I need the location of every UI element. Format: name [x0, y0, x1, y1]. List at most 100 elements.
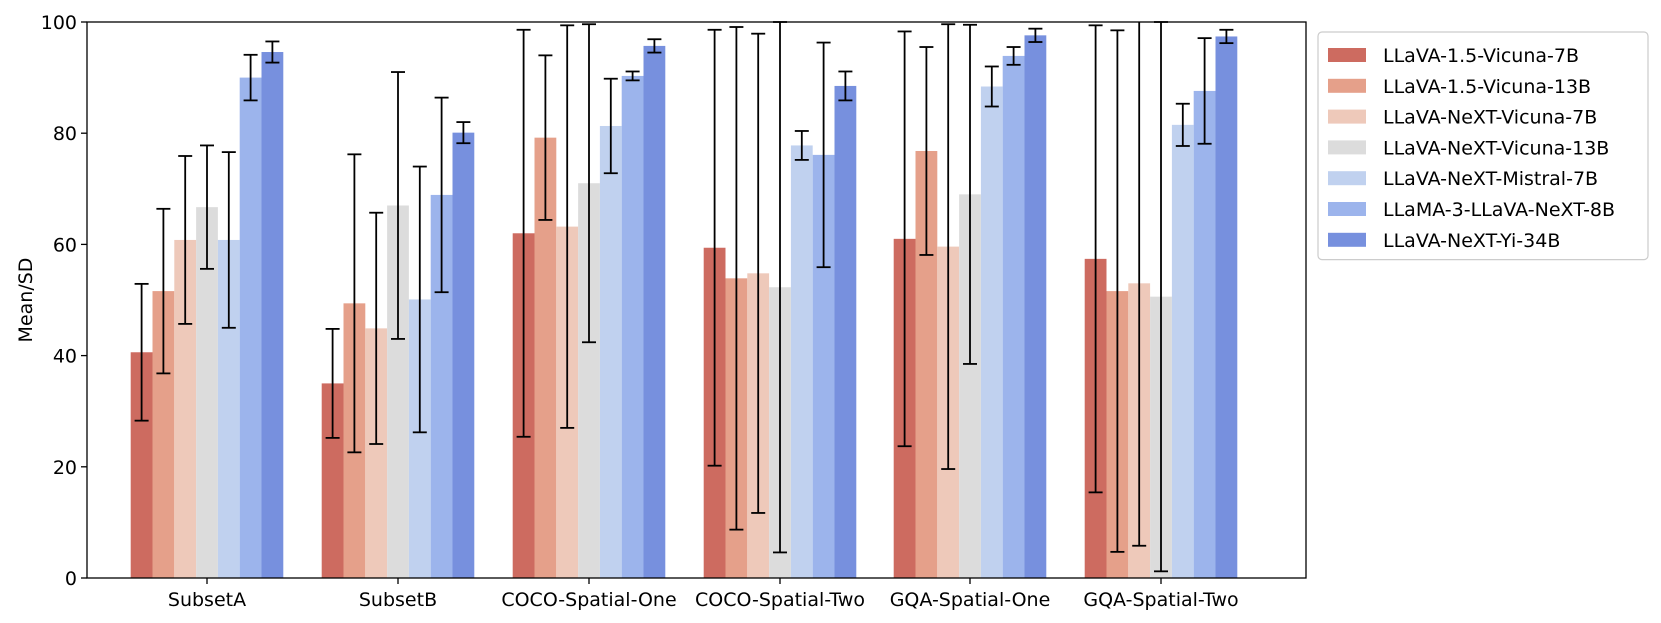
y-axis: 0 20 40 60 80 100 — [41, 12, 87, 590]
legend-swatch-4 — [1328, 171, 1366, 186]
bar-6-3 — [834, 85, 857, 578]
legend-label-3: LLaVA-NeXT-Vicuna-13B — [1383, 137, 1609, 159]
error-bar-2-5 — [1132, 22, 1147, 547]
y-tick-label-5: 100 — [41, 12, 77, 34]
x-tick-label-0: SubsetA — [168, 589, 246, 611]
bar-5-5 — [1193, 90, 1216, 578]
bar-3-0 — [196, 207, 218, 578]
error-bar-3-4 — [963, 23, 977, 365]
error-bar-3-0 — [200, 144, 214, 270]
legend-label-1: LLaVA-1.5-Vicuna-13B — [1383, 76, 1591, 98]
error-bar-2-0 — [178, 155, 193, 325]
error-bar-3-1 — [391, 71, 405, 340]
bar-1-2 — [534, 137, 557, 578]
y-tick-label-3: 60 — [53, 234, 77, 256]
bar-4-1 — [408, 299, 431, 578]
bar-0-1 — [321, 383, 344, 578]
error-bar-5-3 — [816, 41, 831, 269]
bar-4-4 — [980, 86, 1003, 578]
bar-4-5 — [1171, 124, 1194, 579]
x-tick-label-4: GQA-Spatial-One — [890, 589, 1051, 611]
y-axis-label: Mean/SD — [15, 258, 37, 343]
error-bar-4-0 — [221, 151, 236, 329]
legend-swatch-0 — [1328, 48, 1366, 62]
plot-frame — [86, 21, 1307, 579]
legend-swatch-6 — [1328, 232, 1366, 247]
y-tick-label-0: 0 — [65, 568, 77, 590]
error-bar-0-0 — [134, 282, 149, 422]
error-bar-5-1 — [434, 96, 449, 294]
error-bar-1-0 — [156, 207, 171, 375]
x-tick-label-3: COCO-Spatial-Two — [695, 589, 865, 611]
bar-4-3 — [790, 145, 813, 578]
error-bar-1-5 — [1110, 29, 1125, 553]
bar-5-1 — [430, 194, 453, 579]
legend-swatch-5 — [1328, 202, 1366, 216]
bar-6-2 — [643, 45, 666, 579]
error-bar-4-4 — [984, 65, 999, 108]
bar-6-1 — [452, 132, 475, 578]
error-bar-0-3 — [707, 28, 722, 467]
error-bar-1-1 — [347, 153, 362, 454]
error-bar-1-3 — [729, 26, 744, 531]
error-bar-6-4 — [1028, 27, 1043, 43]
error-bar-1-2 — [538, 54, 553, 221]
error-bar-2-4 — [941, 23, 956, 470]
bar-5-3 — [812, 154, 835, 578]
x-axis: SubsetA SubsetB COCO-Spatial-One COCO-Spati… — [168, 578, 1239, 611]
error-bar-1-4 — [919, 46, 934, 256]
bar-5-2 — [621, 75, 644, 579]
error-bar-5-2 — [625, 70, 640, 82]
error-bar-4-1 — [412, 165, 427, 434]
error-bar-0-1 — [325, 328, 340, 439]
legend-swatch-2 — [1328, 109, 1366, 124]
legend-label-4: LLaVA-NeXT-Mistral-7B — [1383, 168, 1598, 190]
x-tick-label-5: GQA-Spatial-Two — [1083, 589, 1238, 611]
error-bar-4-3 — [794, 130, 809, 161]
error-bar-6-1 — [456, 121, 471, 145]
bar-6-4 — [1024, 35, 1047, 578]
error-bar-5-0 — [243, 53, 258, 102]
bar-3-2 — [578, 183, 600, 579]
bar-3-4 — [959, 194, 981, 579]
bars-layer — [130, 35, 1238, 579]
error-bar-4-2 — [603, 77, 618, 175]
legend-swatch-1 — [1328, 78, 1366, 93]
error-bar-0-4 — [897, 30, 912, 448]
error-bar-6-2 — [647, 38, 662, 54]
bar-2-1 — [365, 328, 388, 578]
bar-1-4 — [915, 150, 938, 579]
error-bar-0-5 — [1088, 24, 1103, 494]
error-bar-2-2 — [560, 24, 575, 429]
bar-3-1 — [387, 205, 409, 579]
y-tick-label-4: 80 — [53, 123, 77, 145]
error-bar-0-2 — [516, 28, 531, 438]
legend: LLaVA-1.5-Vicuna-7B LLaVA-1.5-Vicuna-13B L… — [1317, 31, 1649, 261]
bar-6-0 — [261, 52, 284, 578]
error-bar-2-3 — [751, 32, 766, 514]
error-bar-6-3 — [838, 70, 853, 102]
bar-0-0 — [130, 352, 153, 578]
error-bar-4-5 — [1175, 102, 1190, 147]
error-bar-2-1 — [369, 211, 384, 445]
error-bar-6-0 — [265, 40, 280, 64]
bar-1-0 — [152, 291, 175, 578]
legend-label-5: LLaMA-3-LLaVA-NeXT-8B — [1383, 199, 1615, 221]
legend-label-0: LLaVA-1.5-Vicuna-7B — [1383, 45, 1579, 67]
error-bar-3-2 — [582, 23, 596, 344]
errorbars-layer — [134, 21, 1234, 573]
legend-label-6: LLaVA-NeXT-Yi-34B — [1383, 230, 1560, 252]
x-tick-label-2: COCO-Spatial-One — [501, 589, 676, 611]
error-bar-5-4 — [1006, 46, 1021, 66]
bar-5-4 — [1002, 55, 1025, 579]
x-tick-label-1: SubsetB — [359, 589, 437, 611]
bar-6-5 — [1215, 36, 1238, 578]
legend-swatch-3 — [1328, 140, 1366, 155]
error-bar-6-5 — [1219, 28, 1234, 45]
bar-4-2 — [599, 125, 622, 578]
y-tick-label-2: 40 — [53, 346, 77, 368]
legend-label-2: LLaVA-NeXT-Vicuna-7B — [1383, 107, 1597, 129]
legend-frame — [1317, 31, 1649, 261]
error-bar-5-5 — [1197, 37, 1212, 145]
